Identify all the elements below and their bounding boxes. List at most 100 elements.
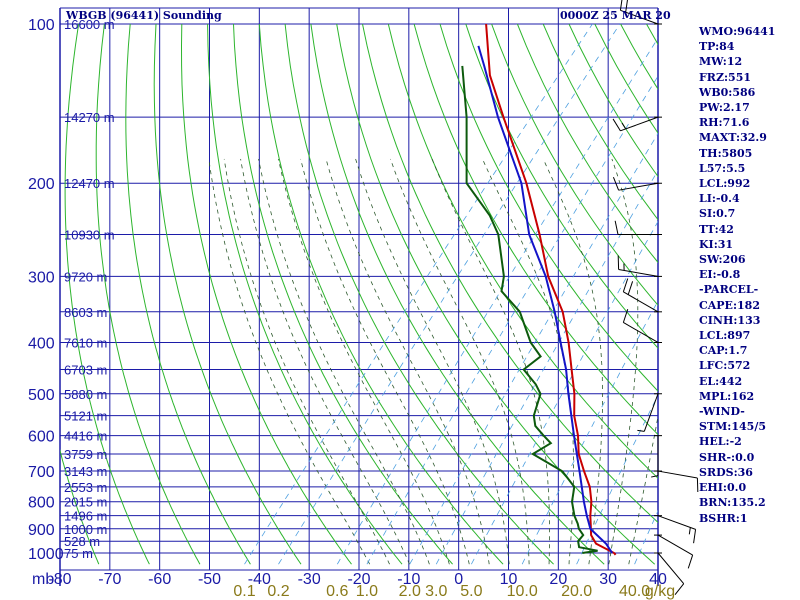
index-line: TH:5805 xyxy=(699,146,753,160)
dry-adiabat xyxy=(258,24,504,565)
moist-adiabat xyxy=(223,158,390,565)
wind-barb-staff xyxy=(620,116,659,132)
index-line: MAXT:32.9 xyxy=(699,131,767,145)
temperature-tick-label: 0 xyxy=(454,571,463,588)
chart-time: 0000Z 25 MAR 20 xyxy=(560,9,671,22)
temperature-tick-label: 30 xyxy=(599,571,617,588)
height-label: 16600 m xyxy=(64,17,115,32)
profile-lines xyxy=(461,24,617,556)
wind-barb-flag xyxy=(612,118,621,132)
dewpoint-line xyxy=(461,65,598,554)
mixing-ratio-line xyxy=(278,24,621,565)
dry-adiabat xyxy=(336,24,656,565)
wind-barb-flag xyxy=(614,220,619,235)
pressure-tick-label: 700 xyxy=(28,464,55,481)
index-line: LCL:992 xyxy=(699,177,751,191)
wind-barb-flag xyxy=(687,554,694,569)
dry-adiabat xyxy=(153,24,302,565)
height-label: 12470 m xyxy=(64,176,115,191)
height-label: 1496 m xyxy=(64,509,107,524)
index-line: RH:71.6 xyxy=(699,116,750,130)
index-line: L57:5.5 xyxy=(699,161,746,175)
moist-adiabat xyxy=(608,158,639,565)
wind-barb xyxy=(622,309,662,343)
index-line: TT:42 xyxy=(699,222,734,236)
moist-adiabat xyxy=(628,414,658,565)
wind-barb-staff xyxy=(657,534,693,556)
height-label: 4416 m xyxy=(64,429,107,444)
height-label: 10930 m xyxy=(64,228,115,243)
pressure-tick-label: 100 xyxy=(28,17,55,34)
index-line: SW:206 xyxy=(699,253,746,267)
mixing-ratio-line xyxy=(336,37,658,565)
parcel-line xyxy=(477,45,614,554)
height-label: 3143 m xyxy=(64,464,107,479)
moist-adiabat xyxy=(390,158,530,565)
index-line: LCL:897 xyxy=(699,329,751,343)
wind-barb xyxy=(612,177,662,191)
index-line: -PARCEL- xyxy=(699,283,759,297)
mixing-ratio-label: 0.2 xyxy=(267,583,289,600)
temperature-tick-label: 20 xyxy=(549,571,567,588)
wind-barb-staff xyxy=(657,470,698,479)
temperature-tick-label: -50 xyxy=(198,571,221,588)
mixing-ratio-line xyxy=(435,169,658,565)
wind-barb-staff xyxy=(620,9,659,25)
dry-adiabat xyxy=(362,24,658,524)
wind-barb-flag xyxy=(622,309,629,323)
temperature-line xyxy=(485,24,617,556)
index-line: FRZ:551 xyxy=(699,70,752,84)
index-line: STM:145/5 xyxy=(699,420,766,434)
height-label: 8603 m xyxy=(64,305,107,320)
wind-barb xyxy=(651,435,662,478)
mixing-ratio-label: 2.0 xyxy=(399,583,421,600)
wind-barb xyxy=(654,515,697,544)
mixing-ratio-line xyxy=(366,75,658,565)
indices-panel: WMO:96441 TP:84 MW:12 FRZ:551 WB0:586 PW:2.17… xyxy=(699,24,800,526)
wind-barb-flag xyxy=(693,529,697,544)
height-label: 6703 m xyxy=(64,363,107,378)
moist-adiabat xyxy=(277,158,450,565)
mixing-ratio-label: 40.0 xyxy=(619,583,650,600)
wind-barb-flag xyxy=(674,583,685,595)
wind-barb-staff xyxy=(657,552,685,584)
wind-barb-flag xyxy=(622,278,629,292)
dry-adiabat xyxy=(125,24,251,565)
height-label: 2015 m xyxy=(64,495,107,510)
temperature-tick-label: -20 xyxy=(347,571,370,588)
wind-barb xyxy=(654,534,694,569)
height-label: 9720 m xyxy=(64,269,107,284)
moist-adiabat xyxy=(355,158,510,565)
mixing-ratio-line xyxy=(471,220,658,565)
wind-barb-flag xyxy=(627,281,634,295)
wind-barb-flag xyxy=(637,429,645,432)
height-label: 1000 m xyxy=(64,522,107,537)
index-line: PW:2.17 xyxy=(699,101,750,115)
wind-barb-staff xyxy=(657,515,696,530)
index-line: SHR-:0.0 xyxy=(699,450,755,464)
wind-barbs xyxy=(612,0,699,595)
height-label: 75 m xyxy=(64,546,93,561)
pressure-tick-label: 800 xyxy=(28,495,55,512)
dry-adiabat xyxy=(413,24,658,436)
grid xyxy=(59,7,659,586)
mixing-ratio-lines xyxy=(244,24,658,565)
index-line: LFC:572 xyxy=(699,359,751,373)
temperature-tick-label: -60 xyxy=(148,571,171,588)
mixing-ratio-label: 5.0 xyxy=(460,583,482,600)
mixing-ratio-line xyxy=(409,132,658,565)
mixing-ratio-label: 10.0 xyxy=(507,583,538,600)
wind-barb xyxy=(617,255,662,277)
dry-adiabat xyxy=(95,24,201,565)
mixing-ratio-line xyxy=(521,300,658,565)
chart-title: WBGB (96441) Sounding xyxy=(66,9,222,22)
mixing-ratio-label: 20.0 xyxy=(561,583,592,600)
pressure-tick-label: 600 xyxy=(28,429,55,446)
temperature-tick-label: -70 xyxy=(98,571,121,588)
dry-adiabat xyxy=(207,24,403,565)
wind-barb-staff xyxy=(643,393,659,432)
dry-adiabat xyxy=(516,24,658,264)
index-line: MW:12 xyxy=(699,55,743,69)
height-label: 14270 m xyxy=(64,110,115,125)
x-axis-unit-label: mb xyxy=(32,571,54,588)
